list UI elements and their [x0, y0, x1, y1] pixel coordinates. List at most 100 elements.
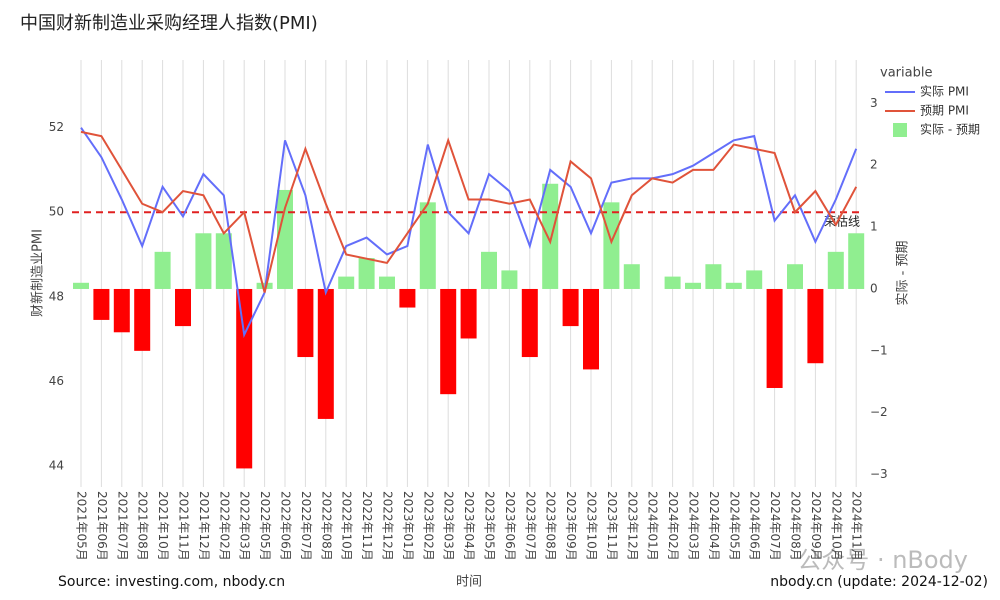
x-tick-label: 2023年10月: [585, 491, 599, 561]
bar: [501, 270, 518, 289]
legend-swatch: [893, 123, 907, 137]
bar: [766, 288, 783, 388]
bar: [113, 288, 130, 333]
bar: [297, 288, 314, 358]
x-tick-label: 2024年04月: [707, 491, 721, 561]
y2-tick-label: 0: [870, 281, 878, 295]
x-tick-label: 2021年08月: [136, 491, 150, 561]
bar: [521, 288, 538, 358]
bar: [807, 288, 824, 364]
x-tick-label: 2023年01月: [401, 491, 415, 561]
x-tick-label: 2024年09月: [809, 491, 823, 561]
x-tick-label: 2023年04月: [462, 491, 476, 561]
bar: [195, 233, 212, 289]
x-tick-label: 2024年08月: [789, 491, 803, 561]
bar: [175, 288, 191, 327]
bar: [481, 251, 497, 289]
x-tick-label: 2024年11月: [850, 491, 864, 561]
bar: [93, 288, 110, 320]
x-tick-label: 2023年05月: [483, 491, 497, 561]
x-tick-label: 2021年07月: [115, 491, 129, 561]
x-tick-label: 2024年01月: [646, 491, 660, 561]
bar: [73, 282, 89, 289]
y2-tick-label: 2: [870, 158, 878, 172]
x-tick-label: 2021年05月: [75, 491, 89, 561]
x-tick-label: 2022年02月: [217, 491, 231, 561]
footer-source: Source: investing.com, nbody.cn: [58, 574, 285, 590]
bar: [338, 276, 355, 289]
y-tick-label: 52: [49, 120, 64, 134]
bar: [277, 189, 293, 289]
bar: [787, 264, 803, 289]
bar: [236, 288, 253, 469]
x-tick-label: 2023年06月: [503, 491, 517, 561]
y-tick-label: 44: [49, 458, 64, 472]
bar: [664, 276, 681, 289]
x-tick-label: 2024年06月: [748, 491, 762, 561]
y-axis-title: 财新制造业PMI: [30, 229, 46, 317]
bar: [154, 251, 171, 289]
x-tick-label: 2023年07月: [523, 491, 537, 561]
reference-label: 荣枯线: [824, 214, 860, 229]
x-tick-label: 2023年11月: [605, 491, 619, 561]
x-tick-label: 2021年11月: [177, 491, 191, 561]
x-tick-label: 2023年03月: [442, 491, 456, 561]
bar: [215, 233, 232, 289]
x-tick-label: 2024年02月: [666, 491, 680, 561]
y2-axis-title: 实际 - 预期: [896, 241, 911, 306]
bar: [623, 264, 640, 289]
y-tick-label: 46: [49, 374, 64, 388]
footer-update: nbody.cn (update: 2024-12-02): [770, 574, 988, 590]
bar: [419, 202, 436, 289]
bar: [603, 202, 620, 289]
line: [80, 127, 858, 339]
bar: [848, 233, 865, 289]
bar: [583, 288, 599, 370]
bar: [542, 183, 559, 289]
x-tick-label: 2022年07月: [299, 491, 313, 561]
bar: [379, 276, 395, 289]
chart-title: 中国财新制造业采购经理人指数(PMI): [20, 13, 318, 34]
x-tick-label: 2023年08月: [544, 491, 558, 561]
x-tick-label: 2023年12月: [625, 491, 639, 561]
bar: [358, 258, 375, 289]
bar: [399, 288, 416, 308]
legend-title: variable: [880, 66, 932, 81]
bar: [746, 270, 763, 289]
y-tick-label: 50: [49, 205, 64, 219]
y2-tick-label: 3: [870, 96, 878, 110]
bar: [317, 288, 334, 419]
x-tick-label: 2024年07月: [768, 491, 782, 561]
bar: [705, 264, 722, 289]
y2-tick-label: 1: [870, 220, 878, 234]
y2-tick-label: −2: [870, 405, 888, 419]
bar: [685, 282, 701, 289]
legend-label: 实际 PMI: [920, 84, 969, 99]
legend-label: 实际 - 预期: [920, 122, 980, 137]
x-tick-label: 2024年10月: [829, 491, 843, 561]
bar: [460, 288, 477, 339]
x-tick-label: 2023年09月: [564, 491, 578, 561]
x-tick-label: 2021年06月: [95, 491, 109, 561]
x-tick-label: 2022年08月: [319, 491, 333, 561]
bar: [562, 288, 579, 327]
legend-label: 预期 PMI: [920, 104, 969, 118]
x-tick-label: 2023年02月: [421, 491, 435, 561]
bar: [440, 288, 457, 395]
x-tick-label: 2022年06月: [279, 491, 293, 561]
x-tick-label: 2022年05月: [258, 491, 272, 561]
watermark: 公众号 · nBody: [797, 546, 968, 574]
bar: [134, 288, 151, 351]
y2-tick-label: −1: [870, 343, 888, 357]
x-tick-label: 2024年03月: [687, 491, 701, 561]
y-tick-label: 48: [49, 289, 64, 303]
bar: [725, 282, 742, 289]
bar: [827, 251, 844, 289]
x-tick-label: 2024年05月: [727, 491, 741, 561]
x-tick-label: 2022年03月: [238, 491, 252, 561]
x-tick-label: 2021年10月: [156, 491, 170, 561]
line: [80, 130, 858, 293]
x-tick-label: 2022年10月: [340, 491, 354, 561]
x-tick-label: 2022年12月: [381, 491, 395, 561]
